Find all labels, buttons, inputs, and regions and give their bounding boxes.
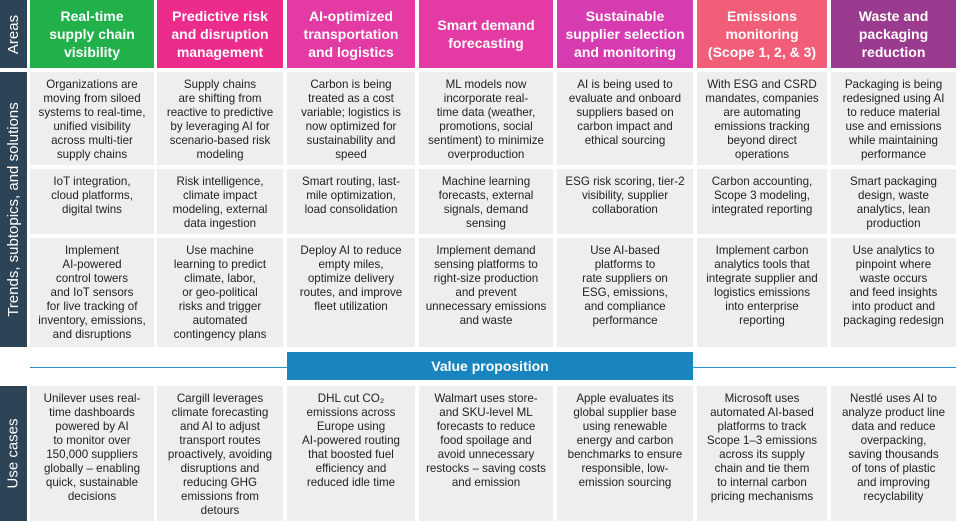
trend-cell-6-3: Implement carbon analytics tools that in… [697, 238, 827, 347]
sidebar-use-cases-label: Use cases [5, 418, 22, 489]
trend-cell-3-2: Smart routing, last- mile optimization, … [287, 169, 415, 234]
value-proposition-banner: Value proposition [287, 352, 693, 380]
use-case-2: Cargill leverages climate forecasting an… [157, 386, 283, 521]
divider-left [30, 367, 287, 368]
sidebar-use-cases: Use cases [0, 386, 27, 521]
trend-cell-7-1: Packaging is being redesigned using AI t… [831, 72, 956, 165]
area-header-7: Waste and packaging reduction [831, 0, 956, 68]
trend-cell-3-3: Deploy AI to reduce empty miles, optimiz… [287, 238, 415, 347]
trend-cell-6-1: With ESG and CSRD mandates, companies ar… [697, 72, 827, 165]
area-header-6: Emissions monitoring (Scope 1, 2, & 3) [697, 0, 827, 68]
use-case-1: Unilever uses real- time dashboards powe… [30, 386, 154, 521]
sidebar-trends-label: Trends, subtopics, and solutions [5, 102, 23, 317]
trend-cell-1-3: Implement AI-powered control towers and … [30, 238, 154, 347]
trend-cell-5-1: AI is being used to evaluate and onboard… [557, 72, 693, 165]
trend-cell-2-3: Use machine learning to predict climate,… [157, 238, 283, 347]
use-case-3: DHL cut CO₂ emissions across Europe usin… [287, 386, 415, 521]
trend-cell-7-2: Smart packaging design, waste analytics,… [831, 169, 956, 234]
area-header-1: Real-time supply chain visibility [30, 0, 154, 68]
trend-cell-1-1: Organizations are moving from siloed sys… [30, 72, 154, 165]
trend-cell-4-3: Implement demand sensing platforms to ri… [419, 238, 553, 347]
area-header-4: Smart demand forecasting [419, 0, 553, 68]
sidebar-areas-label: Areas [5, 14, 22, 54]
trend-cell-6-2: Carbon accounting, Scope 3 modeling, int… [697, 169, 827, 234]
area-header-2: Predictive risk and disruption managemen… [157, 0, 283, 68]
trend-cell-4-2: Machine learning forecasts, external sig… [419, 169, 553, 234]
use-case-5: Apple evaluates its global supplier base… [557, 386, 693, 521]
trend-cell-3-1: Carbon is being treated as a cost variab… [287, 72, 415, 165]
use-case-7: Nestlé uses AI to analyze product line d… [831, 386, 956, 521]
trend-cell-1-2: IoT integration, cloud platforms, digita… [30, 169, 154, 234]
sidebar-areas: Areas [0, 0, 27, 68]
trend-cell-7-3: Use analytics to pinpoint where waste oc… [831, 238, 956, 347]
use-case-6: Microsoft uses automated AI-based platfo… [697, 386, 827, 521]
divider-right [693, 367, 956, 368]
area-header-3: AI-optimized transportation and logistic… [287, 0, 415, 68]
trend-cell-5-2: ESG risk scoring, tier-2 visibility, sup… [557, 169, 693, 234]
area-header-5: Sustainable supplier selection and monit… [557, 0, 693, 68]
trend-cell-5-3: Use AI-based platforms to rate suppliers… [557, 238, 693, 347]
use-case-4: Walmart uses store- and SKU-level ML for… [419, 386, 553, 521]
sidebar-trends: Trends, subtopics, and solutions [0, 72, 27, 347]
trend-cell-2-2: Risk intelligence, climate impact modeli… [157, 169, 283, 234]
trend-cell-4-1: ML models now incorporate real- time dat… [419, 72, 553, 165]
trend-cell-2-1: Supply chains are shifting from reactive… [157, 72, 283, 165]
